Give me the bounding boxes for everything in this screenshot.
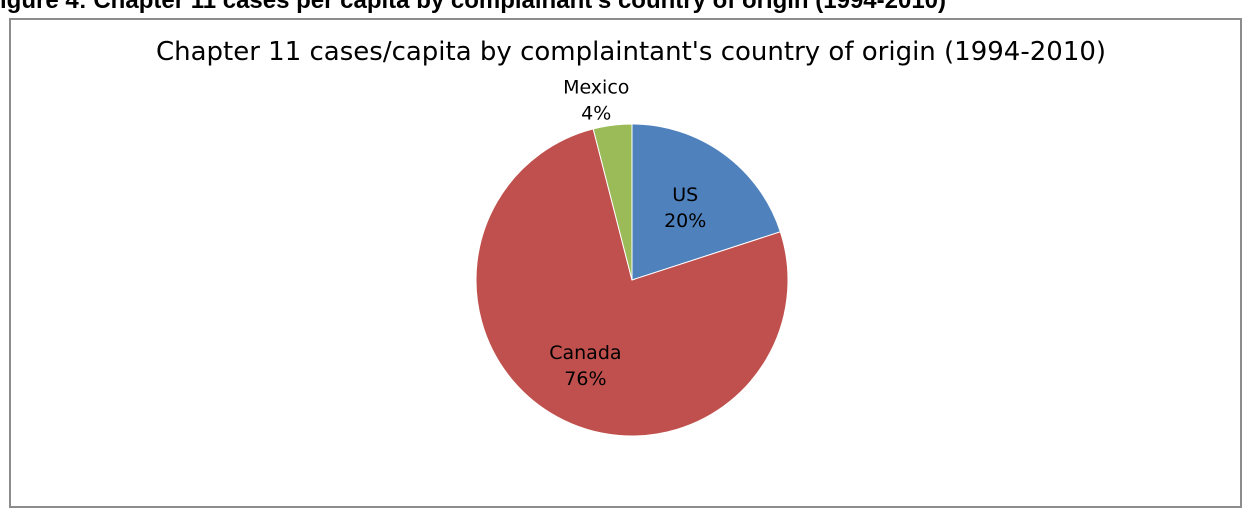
figure-caption: igure 4: Chapter 11 cases per capita by … bbox=[0, 0, 947, 14]
data-label-us-name: US bbox=[672, 184, 698, 206]
pie-data-labels: US 20% Canada 76% Mexico 4% bbox=[549, 76, 706, 389]
data-label-canada-percent: 76% bbox=[564, 368, 606, 390]
data-label-mexico-percent: 4% bbox=[581, 102, 611, 124]
data-label-us-percent: 20% bbox=[664, 210, 706, 232]
pie-slice-us bbox=[631, 123, 781, 281]
data-label-canada-name: Canada bbox=[549, 342, 621, 364]
data-label-mexico-name: Mexico bbox=[563, 76, 629, 98]
pie-chart: Chapter 11 cases/capita by complaintant'… bbox=[156, 37, 1106, 437]
chart-area: Chapter 11 cases/capita by complaintant'… bbox=[9, 18, 1242, 508]
pie-slices bbox=[475, 123, 789, 437]
chart-title: Chapter 11 cases/capita by complaintant'… bbox=[156, 37, 1106, 67]
pie-slice-canada bbox=[475, 128, 789, 437]
pie-slice-mexico bbox=[592, 123, 633, 281]
